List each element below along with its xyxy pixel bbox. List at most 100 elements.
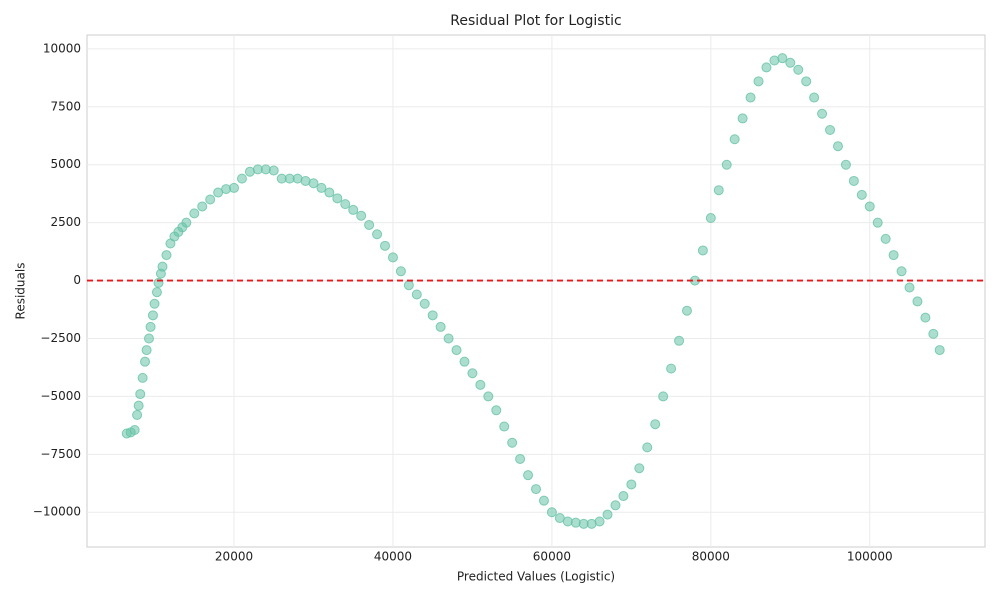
- point: [761, 62, 772, 73]
- y-tick-label: −2500: [40, 331, 81, 345]
- point: [483, 391, 494, 402]
- point: [531, 484, 541, 495]
- point: [848, 175, 859, 186]
- point: [721, 159, 732, 170]
- point: [618, 491, 629, 502]
- point: [145, 321, 156, 332]
- point: [809, 92, 820, 103]
- point: [189, 208, 200, 219]
- y-tick-label: 2500: [50, 215, 81, 229]
- y-axis-label: Residuals: [14, 263, 28, 320]
- y-tick-label: 10000: [43, 41, 81, 55]
- point: [147, 310, 158, 321]
- point: [634, 463, 645, 474]
- y-tick-label: −7500: [40, 447, 81, 461]
- point: [650, 419, 661, 430]
- y-tick-label: −10000: [33, 505, 81, 519]
- point: [674, 335, 685, 346]
- point: [161, 250, 172, 261]
- point: [825, 124, 836, 135]
- point: [610, 500, 621, 511]
- point: [785, 57, 796, 68]
- point: [793, 64, 804, 75]
- point: [129, 425, 140, 436]
- point: [777, 53, 788, 64]
- point: [896, 266, 907, 277]
- point: [332, 193, 343, 204]
- point: [753, 76, 764, 87]
- y-tick-label: −5000: [40, 389, 81, 403]
- point: [316, 182, 327, 193]
- point: [801, 76, 812, 87]
- point: [372, 229, 383, 240]
- point: [395, 266, 406, 277]
- point: [817, 108, 828, 119]
- point: [387, 252, 398, 263]
- point: [864, 201, 875, 212]
- point: [141, 345, 152, 356]
- point: [515, 453, 526, 464]
- point: [594, 516, 605, 527]
- point: [140, 356, 151, 367]
- point: [348, 204, 359, 215]
- point: [705, 213, 716, 224]
- point: [546, 507, 557, 518]
- point: [920, 312, 931, 323]
- y-tick-label: 5000: [50, 157, 81, 171]
- point: [888, 250, 899, 261]
- x-tick-label: 40000: [374, 550, 412, 564]
- x-tick-label: 100000: [847, 550, 893, 564]
- y-tick-label: 0: [73, 273, 81, 287]
- point: [642, 442, 653, 453]
- point: [658, 391, 669, 402]
- point: [737, 113, 748, 124]
- point: [137, 372, 148, 383]
- point: [713, 185, 724, 196]
- plot-frame: [86, 34, 986, 548]
- point: [135, 389, 146, 400]
- point: [602, 509, 613, 520]
- point: [411, 289, 422, 300]
- point: [427, 310, 438, 321]
- point: [181, 217, 192, 228]
- point: [856, 189, 867, 200]
- point: [491, 405, 502, 416]
- point: [205, 194, 216, 205]
- point: [904, 282, 915, 293]
- y-tick-label: 7500: [50, 99, 81, 113]
- point: [149, 298, 160, 309]
- point: [459, 356, 470, 367]
- point: [681, 305, 692, 316]
- point: [626, 479, 637, 490]
- point: [197, 201, 208, 212]
- point: [380, 240, 391, 251]
- point: [729, 134, 740, 145]
- point: [872, 217, 883, 228]
- point: [912, 296, 923, 307]
- point: [151, 287, 162, 298]
- point: [745, 92, 756, 103]
- point: [832, 141, 843, 152]
- point: [443, 333, 454, 344]
- point: [697, 245, 708, 256]
- point: [229, 182, 240, 193]
- point: [467, 368, 478, 379]
- x-tick-label: 20000: [215, 550, 253, 564]
- point: [236, 173, 247, 184]
- point: [143, 333, 154, 344]
- point: [666, 363, 677, 374]
- point: [403, 280, 414, 291]
- point: [340, 199, 351, 210]
- x-tick-label: 80000: [692, 550, 730, 564]
- point: [928, 328, 939, 339]
- point: [507, 437, 518, 448]
- point: [451, 345, 462, 356]
- x-tick-label: 60000: [533, 550, 571, 564]
- point: [880, 233, 891, 244]
- point: [435, 321, 446, 332]
- x-axis-label: Predicted Values (Logistic): [457, 570, 615, 584]
- point: [356, 210, 367, 221]
- point: [499, 421, 510, 432]
- chart-title: Residual Plot for Logistic: [450, 13, 621, 29]
